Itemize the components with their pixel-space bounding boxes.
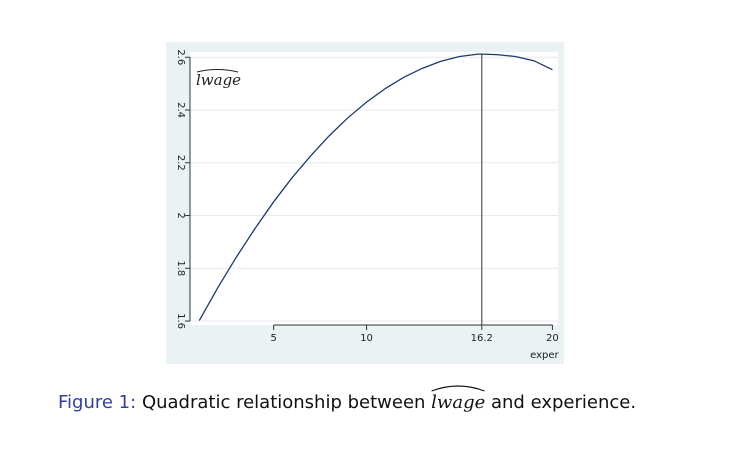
x-tick-label-1: 10 [360,333,373,344]
y-tick-label-5: 2.6 [175,49,186,65]
x-tick-label-3: 20 [546,333,559,344]
x-axis-title: exper [530,350,559,361]
caption-hat-mark [431,384,485,392]
y-tick-label-0: 1.6 [175,313,186,329]
caption-text-after: and experience. [490,392,637,413]
caption-math-text: lwage [431,392,486,413]
chart-frame: 1.6 1.8 2 2.2 2.4 2.6 5 10 16.2 20 exper lwage [166,42,564,364]
plot-area [190,52,558,325]
axes [185,56,553,330]
caption-text-before: Quadratic relationship between [141,392,426,413]
labels: 1.6 1.8 2 2.2 2.4 2.6 5 10 16.2 20 exper lwage [175,49,560,361]
figure-number: Figure 1: [58,392,137,413]
x-tick-label-2: 16.2 [471,333,493,344]
series-label-lwage: lwage [196,71,241,89]
y-tick-label-3: 2.2 [175,155,186,171]
caption-math: lwage [431,392,485,413]
series-layer [198,53,553,325]
series-label-hat [196,69,239,73]
y-tick-label-1: 1.8 [175,260,186,276]
quadratic-wage-chart: 1.6 1.8 2 2.2 2.4 2.6 5 10 16.2 20 exper lwage [175,49,560,361]
x-tick-label-0: 5 [270,333,276,344]
grid-lines [190,56,558,322]
series-line-lwage [198,53,553,321]
figure-caption: Figure 1: Quadratic relationship between… [58,392,718,413]
y-tick-label-2: 2 [175,212,186,218]
y-tick-label-4: 2.4 [175,102,186,118]
